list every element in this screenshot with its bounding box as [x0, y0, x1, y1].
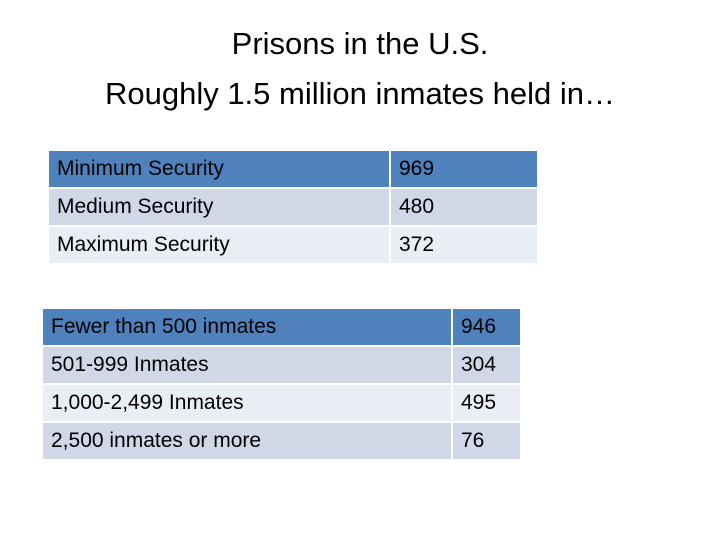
table-row: Fewer than 500 inmates 946 [41, 307, 522, 347]
row-value: 372 [389, 225, 539, 265]
row-value: 480 [389, 187, 539, 227]
table-row: 1,000-2,499 Inmates 495 [41, 383, 522, 423]
size-table: Fewer than 500 inmates 946 501-999 Inmates… [41, 307, 522, 461]
row-label: Minimum Security [47, 149, 391, 189]
row-label: 2,500 inmates or more [41, 421, 453, 461]
row-value: 946 [451, 307, 522, 347]
table-row: Medium Security 480 [47, 187, 539, 227]
row-label: 501-999 Inmates [41, 345, 453, 385]
title-line: Prisons in the U.S. [231, 26, 489, 61]
security-table: Minimum Security 969 Medium Security 480 Max… [47, 149, 539, 265]
row-label: Fewer than 500 inmates [41, 307, 453, 347]
row-label: Medium Security [47, 187, 391, 227]
table-row: Minimum Security 969 [47, 149, 539, 189]
title-line: Roughly 1.5 million inmates held in… [104, 76, 616, 111]
row-value: 495 [451, 383, 522, 423]
table-row: Maximum Security 372 [47, 225, 539, 265]
row-label: Maximum Security [47, 225, 391, 265]
table-row: 501-999 Inmates 304 [41, 345, 522, 385]
row-value: 76 [451, 421, 522, 461]
row-value: 969 [389, 149, 539, 189]
table-row: 2,500 inmates or more 76 [41, 421, 522, 461]
row-value: 304 [451, 345, 522, 385]
row-label: 1,000-2,499 Inmates [41, 383, 453, 423]
